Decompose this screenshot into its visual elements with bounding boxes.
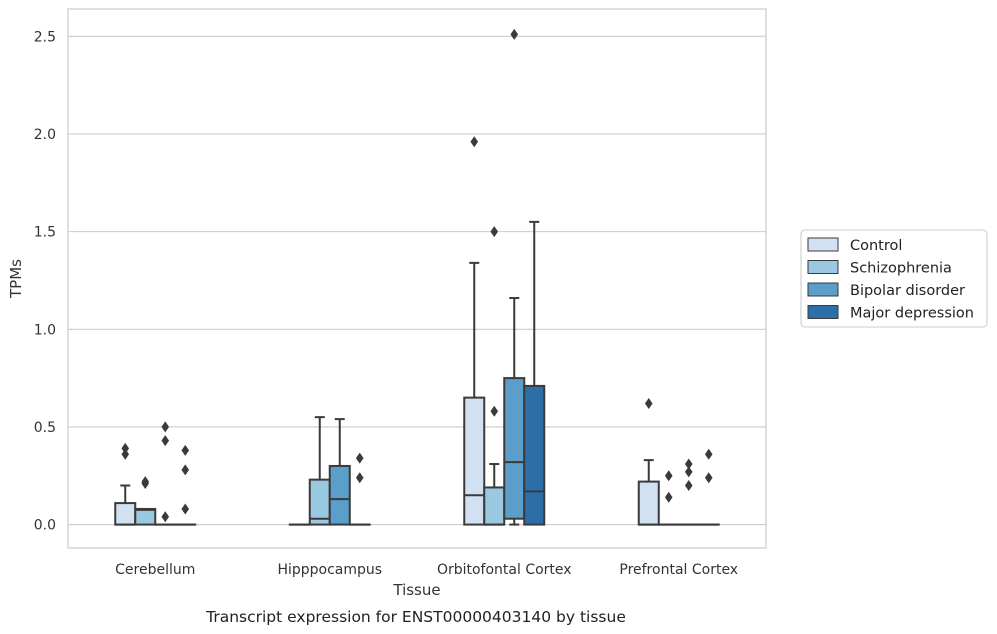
box-iqr: [637, 480, 660, 526]
outlier-point: [644, 397, 653, 409]
legend-entry: Schizophrenia: [807, 260, 952, 277]
outlier-point: [510, 28, 519, 40]
outlier-point: [161, 421, 170, 433]
box-major-depression: [348, 452, 371, 526]
outlier-point: [684, 458, 693, 470]
y-tick-label: 1.0: [34, 322, 56, 338]
legend-swatch: [807, 260, 839, 274]
outlier-point: [181, 503, 190, 515]
outlier-point: [664, 470, 673, 482]
x-axis-ticks: Cerebellum Hipppocampus Orbitofontal Corte…: [115, 562, 738, 578]
y-tick-label: 2.5: [34, 29, 56, 45]
box-iqr: [114, 502, 137, 526]
box-iqr: [134, 507, 157, 526]
plot-area-frame: [67, 8, 767, 549]
box-schizophrenia: [483, 226, 506, 526]
y-tick-label: 1.5: [34, 225, 56, 241]
box-bipolar-disorder: [503, 28, 526, 526]
outlier-point: [490, 405, 499, 417]
legend-entry: Control: [807, 237, 902, 254]
boxes: [114, 28, 720, 526]
outlier-point: [704, 448, 713, 460]
outlier-point: [355, 472, 364, 484]
outlier-point: [704, 472, 713, 484]
box-major-depression: [523, 220, 546, 526]
box-iqr: [463, 396, 486, 526]
outlier-point: [121, 442, 130, 454]
box-iqr: [328, 464, 351, 526]
outlier-point: [684, 466, 693, 478]
outlier-point: [121, 448, 130, 460]
outlier-point: [161, 435, 170, 447]
y-axis-label: TPMs: [7, 259, 25, 299]
x-tick-label: Prefrontal Cortex: [619, 562, 738, 578]
legend-frame: [800, 229, 988, 328]
legend-entry: Bipolar disorder: [807, 282, 965, 299]
legend-label: Major depression: [850, 306, 974, 322]
outlier-point: [470, 136, 479, 148]
box-major-depression: [697, 448, 720, 526]
chart-caption: Transcript expression for ENST0000040314…: [205, 608, 626, 626]
outlier-point: [181, 464, 190, 476]
box-schizophrenia: [308, 416, 331, 526]
outlier-point: [490, 226, 499, 238]
y-tick-label: 0.5: [34, 420, 56, 436]
box-control: [463, 136, 486, 526]
box-bipolar-disorder: [328, 418, 351, 526]
box-control: [114, 442, 137, 526]
outlier-point: [684, 480, 693, 492]
x-tick-label: Orbitofontal Cortex: [437, 562, 572, 578]
y-tick-label: 2.0: [34, 127, 56, 143]
box-iqr: [503, 377, 526, 520]
legend-swatch: [807, 282, 839, 297]
box-bipolar-disorder: [154, 421, 177, 526]
legend-entry: Major depression: [807, 305, 974, 322]
outlier-point: [355, 452, 364, 464]
legend-swatch: [807, 305, 839, 319]
legend-swatch: [807, 237, 839, 252]
legend-label: Schizophrenia: [850, 261, 952, 277]
box-schizophrenia: [134, 476, 157, 526]
y-axis-ticks: 0.0 0.5 1.0 1.5 2.0 2.5: [34, 29, 56, 533]
outlier-point: [141, 476, 150, 488]
legend: Control Schizophrenia Bipolar disorder Majo…: [800, 229, 988, 328]
box-bipolar-disorder: [677, 458, 700, 526]
box-schizophrenia: [657, 470, 680, 526]
x-tick-label: Cerebellum: [115, 562, 195, 578]
box-control: [637, 397, 660, 526]
box-iqr: [523, 384, 546, 526]
box-major-depression: [174, 444, 197, 526]
y-tick-label: 0.0: [34, 518, 56, 534]
outlier-point: [181, 444, 190, 456]
box-iqr: [483, 486, 506, 526]
x-axis-label: Tissue: [392, 581, 440, 599]
legend-label: Control: [850, 238, 902, 254]
gridlines: [68, 35, 766, 526]
outlier-point: [664, 491, 673, 503]
legend-label: Bipolar disorder: [850, 283, 965, 299]
outlier-point: [161, 511, 170, 523]
x-tick-label: Hipppocampus: [277, 562, 382, 578]
